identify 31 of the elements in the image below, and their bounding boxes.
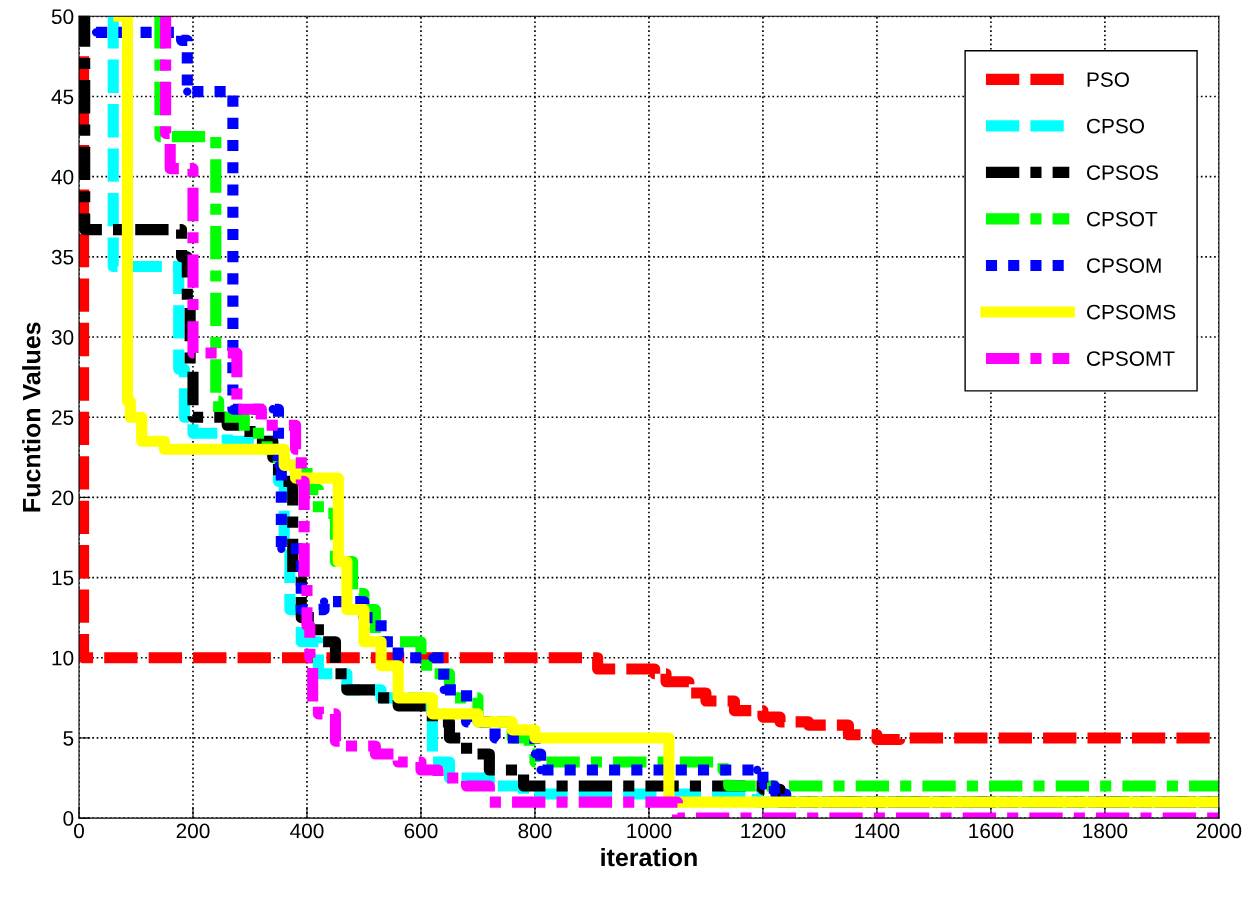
legend-label: PSO <box>1087 72 1129 87</box>
x-tick-label: 600 <box>404 823 438 839</box>
y-tick-label: 50 <box>51 9 74 25</box>
y-axis-title: Fucntion Values <box>22 322 41 512</box>
legend-label: CPSOM <box>1087 258 1161 273</box>
x-tick-label: 1800 <box>1083 823 1128 839</box>
legend-label: CPSO <box>1087 118 1144 134</box>
x-tick-label: 1200 <box>741 823 786 839</box>
y-tick-label: 40 <box>51 169 74 185</box>
legend-label: CPSOS <box>1087 165 1158 180</box>
x-tick-label: 200 <box>176 823 210 839</box>
x-tick-label: 2000 <box>1196 823 1242 839</box>
x-axis-title: iteration <box>601 847 697 867</box>
y-tick-label: 45 <box>51 89 74 105</box>
legend-label: CPSOT <box>1087 211 1158 227</box>
x-tick-label: 0 <box>74 823 84 839</box>
y-tick-label: 35 <box>51 249 74 265</box>
x-tick-label: 800 <box>518 823 552 839</box>
y-tick-label: 0 <box>63 811 74 826</box>
y-tick-label: 30 <box>51 330 74 345</box>
y-tick-label: 5 <box>63 731 74 746</box>
x-tick-label: 400 <box>290 823 324 839</box>
x-tick-label: 1600 <box>969 823 1014 839</box>
x-tick-label: 1000 <box>627 823 672 839</box>
y-tick-label: 20 <box>52 490 74 506</box>
y-tick-label: 10 <box>52 650 74 666</box>
x-tick-label: 1400 <box>855 823 900 839</box>
y-tick-label: 25 <box>52 410 74 425</box>
legend-label: CPSOMT <box>1087 351 1175 366</box>
y-tick-label: 15 <box>52 570 74 586</box>
legend-label: CPSOMS <box>1087 304 1176 320</box>
